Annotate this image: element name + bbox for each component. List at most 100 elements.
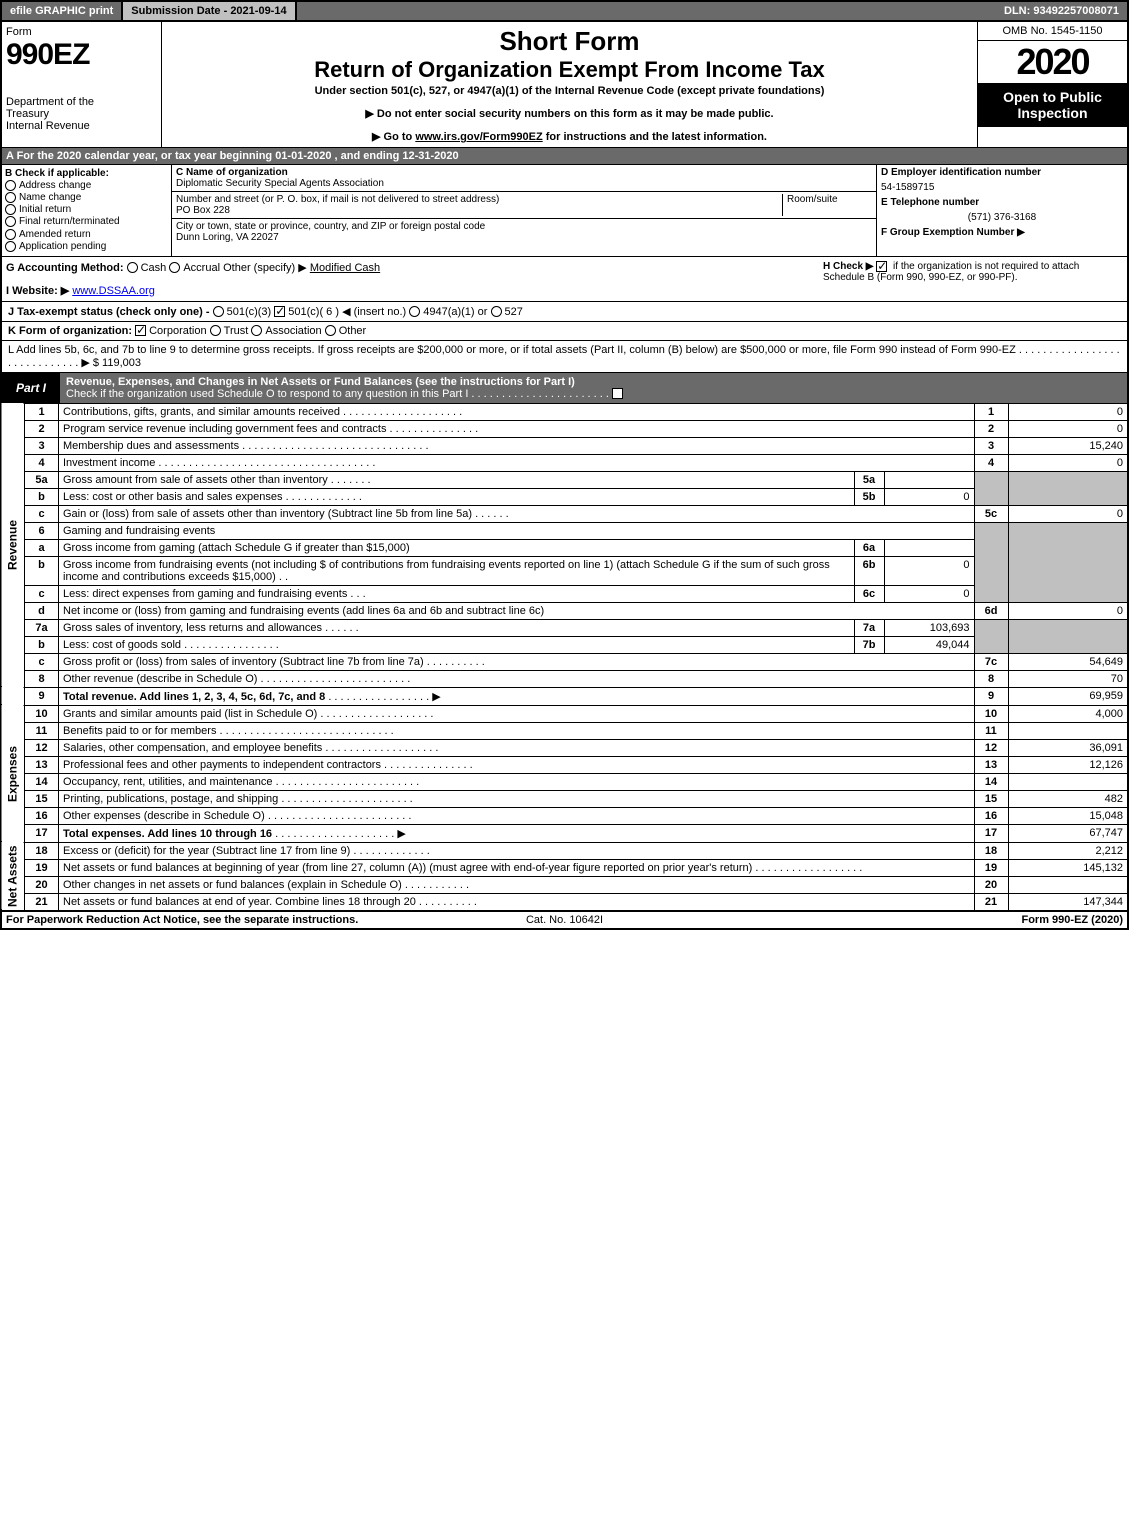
line-5a-val [884,471,974,488]
e-phone-label: E Telephone number [877,195,1127,210]
line-16-val: 15,048 [1008,807,1128,824]
line-15-desc: Printing, publications, postage, and shi… [63,793,278,805]
part1-tab: Part I [2,378,60,398]
g-label: G Accounting Method: [6,262,124,274]
row-g-h: G Accounting Method: Cash Accrual Other … [0,257,1129,302]
line-18-desc: Excess or (deficit) for the year (Subtra… [63,845,350,857]
d-ein-label: D Employer identification number [877,165,1127,180]
line-20-desc: Other changes in net assets or fund bala… [63,879,402,891]
line-14-val [1008,773,1128,790]
line-16-desc: Other expenses (describe in Schedule O) [63,810,265,822]
line-13-desc: Professional fees and other payments to … [63,759,381,771]
line-3-desc: Membership dues and assessments [63,440,239,452]
website-link[interactable]: www.DSSAA.org [72,285,155,297]
chk-name-change[interactable]: Name change [5,192,168,203]
line-5b-desc: Less: cost or other basis and sales expe… [63,491,283,503]
line-13-val: 12,126 [1008,756,1128,773]
chk-h[interactable] [876,261,887,272]
line-10-desc: Grants and similar amounts paid (list in… [63,708,317,720]
open-to-public: Open to Public Inspection [978,83,1127,127]
line-4-desc: Investment income [63,457,155,469]
line-9-val: 69,959 [1008,687,1128,705]
chk-part1-scho[interactable] [612,388,623,399]
line-8-desc: Other revenue (describe in Schedule O) [63,673,257,685]
line-19-desc: Net assets or fund balances at beginning… [63,862,752,874]
line-7c-val: 54,649 [1008,653,1128,670]
radio-501c3[interactable] [213,306,224,317]
line-20-val [1008,876,1128,893]
chk-address-change[interactable]: Address change [5,180,168,191]
radio-other[interactable] [325,325,336,336]
part1-header: Part I Revenue, Expenses, and Changes in… [0,373,1129,403]
form-title: Return of Organization Exempt From Incom… [166,57,973,83]
line-2-val: 0 [1008,420,1128,437]
row-a-tax-year: A For the 2020 calendar year, or tax yea… [0,148,1129,165]
form-header: Form 990EZ Department of the Treasury In… [0,22,1129,148]
line-6-desc: Gaming and fundraising events [59,522,975,539]
line-5a-desc: Gross amount from sale of assets other t… [63,474,328,486]
line-21-desc: Net assets or fund balances at end of ye… [63,896,416,908]
line-6b-val: 0 [884,556,974,585]
line-7b-desc: Less: cost of goods sold [63,639,181,651]
line-9-desc: Total revenue. Add lines 1, 2, 3, 4, 5c,… [63,691,325,703]
line-6c-val: 0 [884,585,974,602]
line-4-val: 0 [1008,454,1128,471]
line-11-desc: Benefits paid to or for members [63,725,216,737]
goto-link-line: ▶ Go to www.irs.gov/Form990EZ for instru… [166,130,973,143]
line-17-desc: Total expenses. Add lines 10 through 16 [63,828,272,840]
footer-center: Cat. No. 10642I [378,914,750,926]
ssn-warning: ▶ Do not enter social security numbers o… [166,107,973,120]
line-21-val: 147,344 [1008,893,1128,910]
side-expenses: Expenses [1,705,25,842]
radio-cash[interactable] [127,262,138,273]
h-box: H Check ▶ if the organization is not req… [823,261,1123,297]
row-k: K Form of organization: Corporation Trus… [0,322,1129,341]
footer-left: For Paperwork Reduction Act Notice, see … [6,914,378,926]
line-11-val [1008,722,1128,739]
chk-501c[interactable] [274,306,285,317]
line-6b-desc: Gross income from fundraising events (no… [63,559,830,583]
addr-val: PO Box 228 [176,205,230,216]
chk-amended-return[interactable]: Amended return [5,229,168,240]
d-ein-val: 54-1589715 [877,180,1127,195]
line-1-desc: Contributions, gifts, grants, and simila… [63,406,340,418]
line-15-val: 482 [1008,790,1128,807]
form-label: Form [6,26,157,38]
side-revenue: Revenue [1,403,25,687]
room-suite: Room/suite [782,194,872,216]
chk-final-return[interactable]: Final return/terminated [5,216,168,227]
footer-right: Form 990-EZ (2020) [751,914,1123,926]
radio-assoc[interactable] [251,325,262,336]
efile-label[interactable]: efile GRAPHIC print [2,2,121,20]
line-12-desc: Salaries, other compensation, and employ… [63,742,322,754]
radio-4947[interactable] [409,306,420,317]
radio-527[interactable] [491,306,502,317]
col-de: D Employer identification number 54-1589… [877,165,1127,256]
line-19-val: 145,132 [1008,859,1128,876]
chk-application-pending[interactable]: Application pending [5,241,168,252]
chk-initial-return[interactable]: Initial return [5,204,168,215]
line-18-val: 2,212 [1008,842,1128,859]
line-1-val: 0 [1008,403,1128,420]
part1-title: Revenue, Expenses, and Changes in Net As… [60,373,1127,403]
line-5b-val: 0 [884,488,974,505]
row-j: J Tax-exempt status (check only one) - 5… [0,302,1129,322]
col-b-checkboxes: B Check if applicable: Address change Na… [2,165,172,256]
org-name: Diplomatic Security Special Agents Assoc… [176,178,384,189]
chk-corp[interactable] [135,325,146,336]
side-net-assets: Net Assets [1,842,25,910]
omb-number: OMB No. 1545-1150 [978,22,1127,41]
city-label: City or town, state or province, country… [176,221,485,232]
radio-trust[interactable] [210,325,221,336]
line-6a-desc: Gross income from gaming (attach Schedul… [63,542,410,554]
lines-table: Revenue 1Contributions, gifts, grants, a… [0,403,1129,911]
form-number: 990EZ [6,38,157,72]
c-label: C Name of organization [176,167,288,178]
irs-link[interactable]: www.irs.gov/Form990EZ [415,131,542,143]
i-website-label: I Website: ▶ [6,285,69,297]
row-l: L Add lines 5b, 6c, and 7b to line 9 to … [0,341,1129,373]
line-6a-val [884,539,974,556]
radio-accrual[interactable] [169,262,180,273]
top-bar: efile GRAPHIC print Submission Date - 20… [0,0,1129,22]
addr-label: Number and street (or P. O. box, if mail… [176,194,499,205]
